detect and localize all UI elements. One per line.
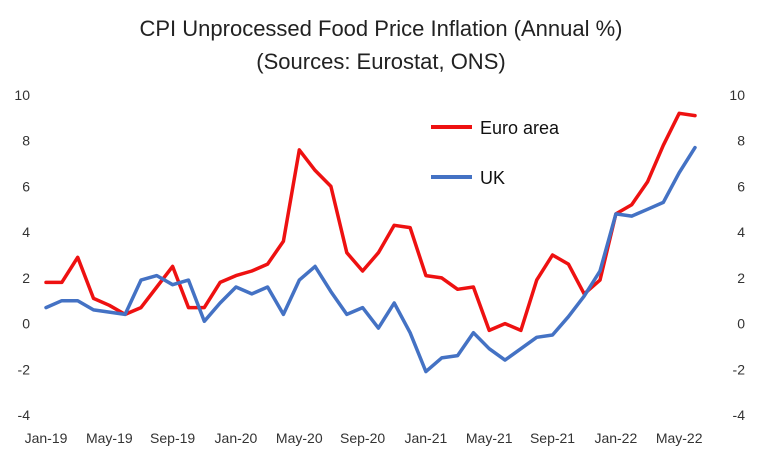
series-line-euro-area <box>44 111 697 333</box>
x-tick-label: Sep-21 <box>530 430 575 446</box>
x-tick-label: Jan-22 <box>594 430 637 446</box>
x-tick-label: Jan-20 <box>215 430 258 446</box>
y-right-tick-label: 6 <box>737 178 745 194</box>
legend: Euro area UK <box>431 118 560 188</box>
y-right-tick-label: 0 <box>737 316 745 332</box>
x-tick-label: May-19 <box>86 430 133 446</box>
y-right-tick-label: -4 <box>733 407 746 423</box>
x-tick-label: May-21 <box>466 430 513 446</box>
y-left-tick-label: -4 <box>18 407 31 423</box>
y-left-tick-label: 10 <box>14 87 30 103</box>
series-layer <box>44 111 697 374</box>
x-tick-label: Jan-19 <box>25 430 68 446</box>
legend-label-euro-area: Euro area <box>480 118 560 138</box>
x-axis: Jan-19 May-19 Sep-19 Jan-20 May-20 Sep-20 Jan-… <box>25 430 703 446</box>
y-left-tick-label: 6 <box>22 178 30 194</box>
legend-label-uk: UK <box>480 168 505 188</box>
y-axis-right: -4 -2 0 2 4 6 8 10 <box>729 87 745 423</box>
y-right-tick-label: 8 <box>737 133 745 149</box>
series-line-uk <box>44 145 697 374</box>
y-left-tick-label: 2 <box>22 270 30 286</box>
y-left-tick-label: -2 <box>18 361 31 377</box>
y-right-tick-label: 2 <box>737 270 745 286</box>
chart-title: CPI Unprocessed Food Price Inflation (An… <box>139 16 622 41</box>
x-tick-label: Sep-20 <box>340 430 385 446</box>
x-tick-label: Jan-21 <box>404 430 447 446</box>
x-tick-label: Sep-19 <box>150 430 195 446</box>
chart-subtitle: (Sources: Eurostat, ONS) <box>256 49 505 74</box>
x-tick-label: May-22 <box>656 430 703 446</box>
y-right-tick-label: 4 <box>737 224 745 240</box>
y-right-tick-label: -2 <box>733 361 746 377</box>
x-tick-label: May-20 <box>276 430 323 446</box>
y-left-tick-label: 0 <box>22 316 30 332</box>
y-left-tick-label: 4 <box>22 224 30 240</box>
y-left-tick-label: 8 <box>22 133 30 149</box>
y-axis-left: -4 -2 0 2 4 6 8 10 <box>14 87 30 423</box>
y-right-tick-label: 10 <box>729 87 745 103</box>
